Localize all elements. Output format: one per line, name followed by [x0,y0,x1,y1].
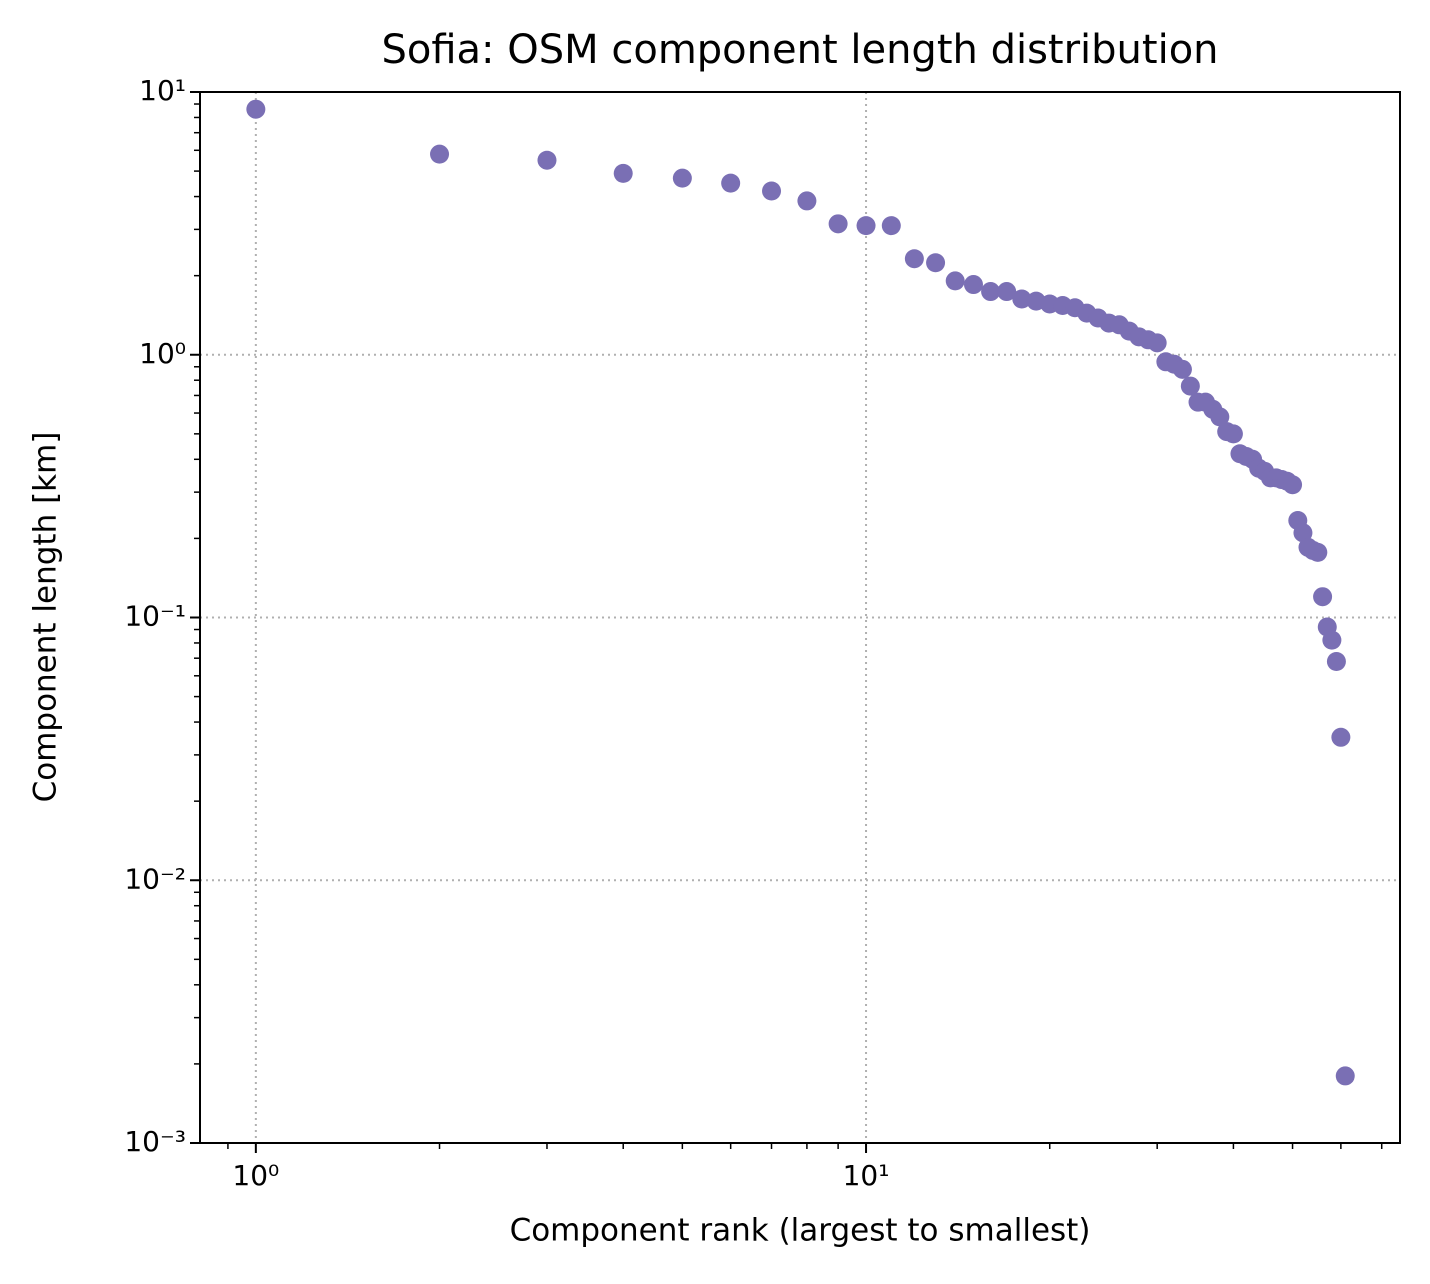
y-tick-label: 10⁻² [124,862,186,895]
data-point [1313,587,1333,607]
y-tick-label: 10⁰ [139,337,186,370]
data-point [1331,727,1351,747]
x-tick-label: 10¹ [843,1159,890,1192]
data-point [881,216,901,236]
data-point [721,173,741,193]
data-point [828,214,848,234]
data-point [1326,652,1346,672]
x-axis-label: Component rank (largest to smallest) [510,1213,1091,1249]
data-point [1147,333,1167,353]
data-point [1308,542,1328,562]
data-point [1283,475,1303,495]
data-point [1012,289,1032,309]
chart-title: Sofia: OSM component length distribution [381,27,1218,73]
data-point [246,99,266,119]
data-point [1335,1066,1355,1086]
data-point [797,191,817,211]
data-point [1210,407,1230,427]
plot-frame [199,91,1401,1144]
data-point [963,275,983,295]
y-tick-label: 10¹ [139,74,186,107]
data-point [856,216,876,236]
data-point [1172,359,1192,379]
y-tick-label: 10⁻³ [124,1125,186,1158]
data-point [1322,630,1342,650]
data-point [945,271,965,291]
x-tick-label: 10⁰ [232,1159,279,1192]
data-point [762,181,782,201]
data-point [430,144,450,164]
data-point [1180,376,1200,396]
data-point [926,253,946,273]
data-point [1223,424,1243,444]
data-point [537,150,557,170]
data-point [613,163,633,183]
y-tick-label: 10⁻¹ [124,600,186,633]
y-axis-label: Component length [km] [28,432,64,803]
data-point [672,168,692,188]
data-point [1293,523,1313,543]
data-point [981,282,1001,302]
data-point [904,249,924,269]
data-point [997,282,1017,302]
